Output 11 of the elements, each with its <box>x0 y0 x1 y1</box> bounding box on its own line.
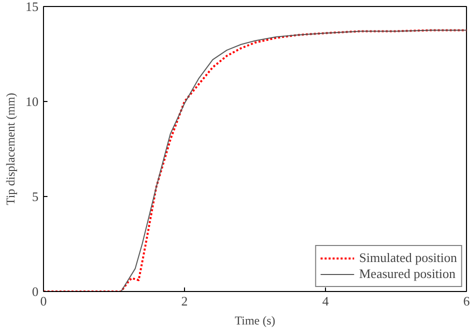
x-tick-label: 6 <box>463 294 470 308</box>
x-axis-title: Time (s) <box>234 314 276 328</box>
y-tick-label: 5 <box>32 189 38 204</box>
y-axis-title: Tip displacement (mm) <box>4 92 18 206</box>
x-tick-label: 2 <box>181 294 188 308</box>
legend-label: Measured position <box>359 266 456 282</box>
y-tick-label: 0 <box>32 284 38 299</box>
x-tick-label: 4 <box>322 294 330 308</box>
legend-label: Simulated position <box>359 250 457 266</box>
y-tick-label: 15 <box>26 0 38 14</box>
y-tick-label: 10 <box>26 94 38 109</box>
